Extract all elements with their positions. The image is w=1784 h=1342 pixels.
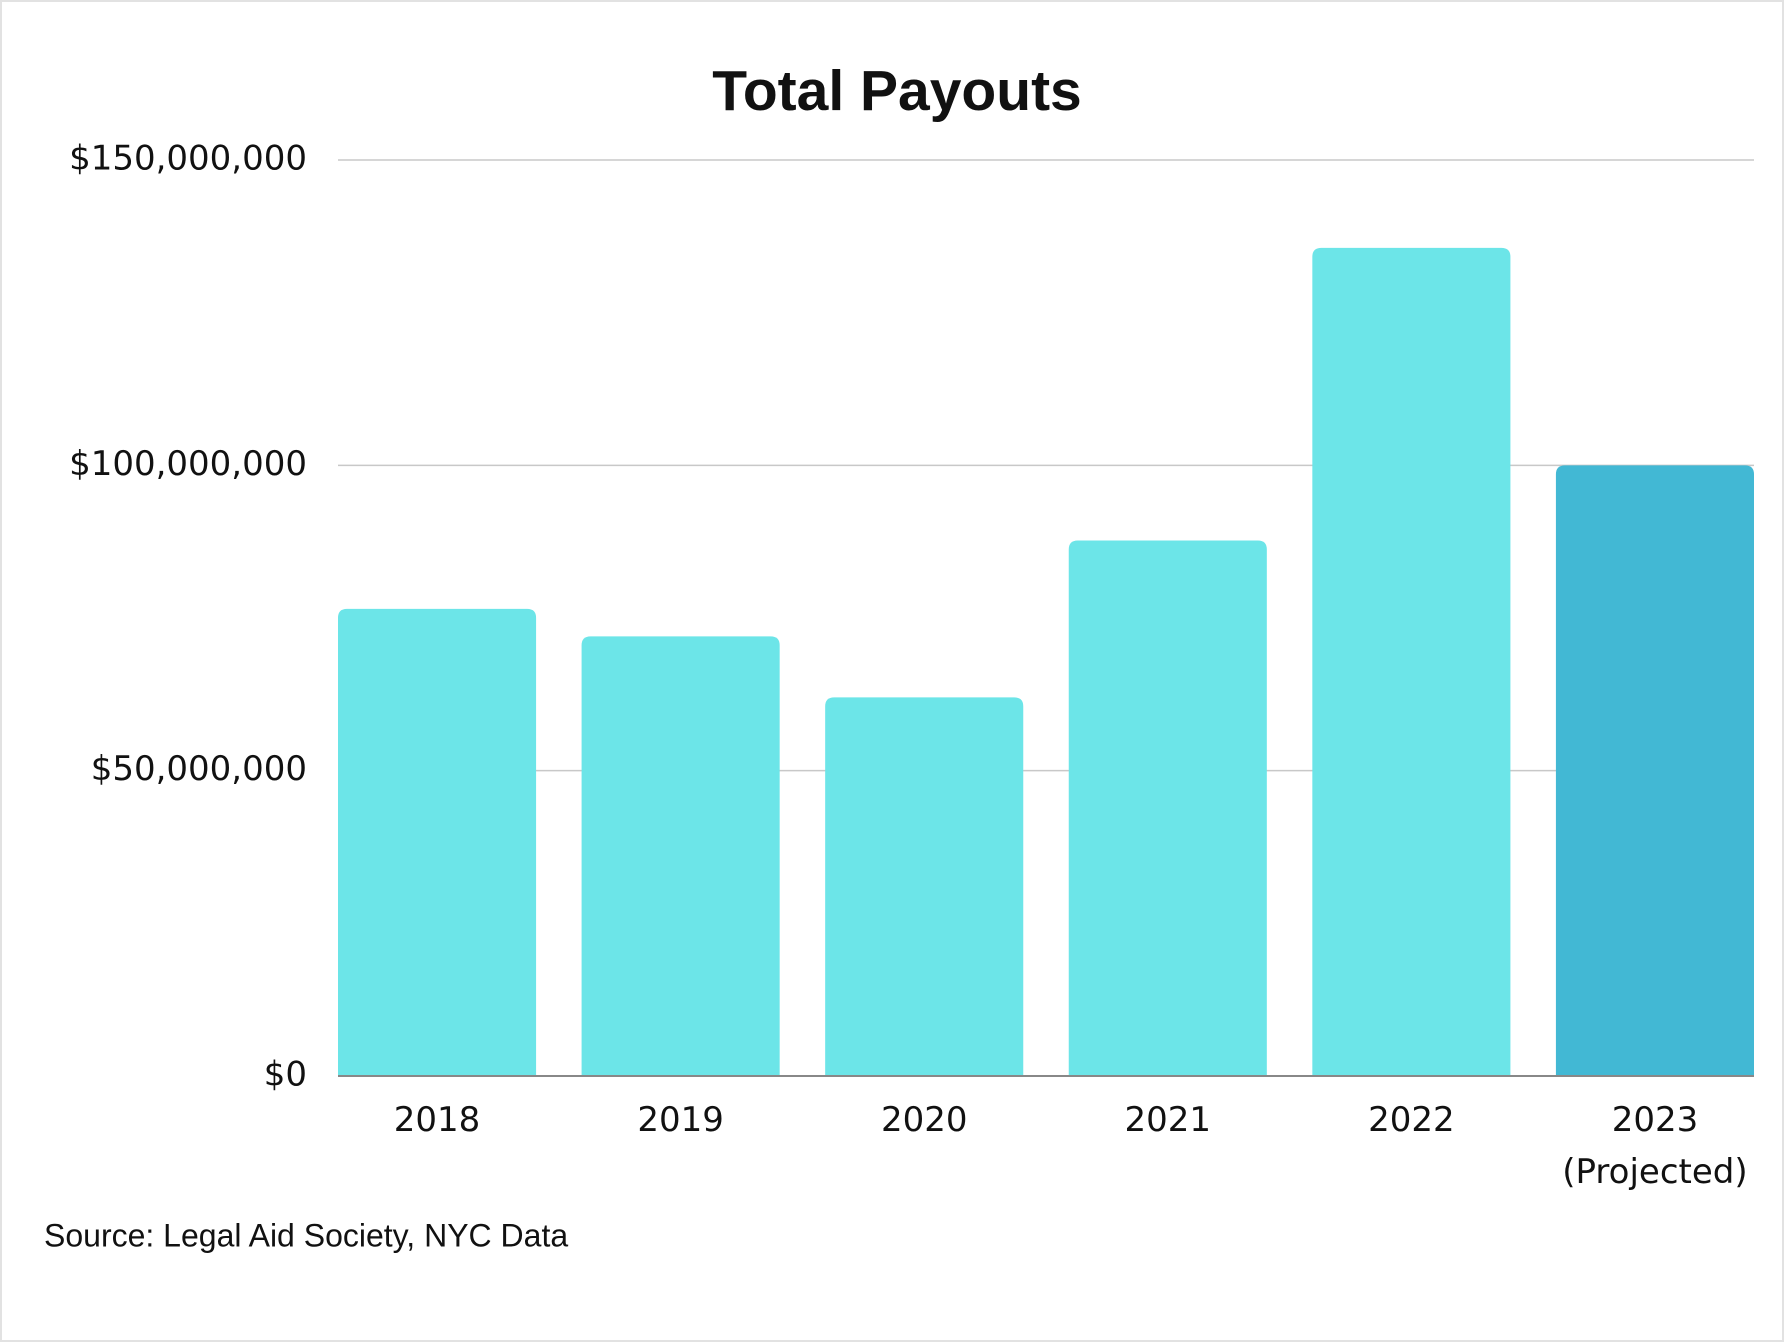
x-tick-label: 2019 xyxy=(637,1100,724,1140)
bar xyxy=(1555,465,1754,1076)
x-tick-label: 2022 xyxy=(1368,1100,1455,1140)
y-tick-label: $100,000,000 xyxy=(69,444,307,484)
x-tick-label: 2018 xyxy=(393,1100,481,1140)
bar xyxy=(1068,540,1267,1076)
bar xyxy=(338,608,537,1076)
x-tick-label: 2021 xyxy=(1124,1100,1212,1140)
y-tick-label: $50,000,000 xyxy=(91,749,307,789)
y-tick-label: $150,000,000 xyxy=(69,139,307,179)
source-note: Source: Legal Aid Society, NYC Data xyxy=(44,1217,568,1253)
x-tick-label: 2023 (Projected) xyxy=(1562,1100,1748,1192)
x-tick-label: 2020 xyxy=(880,1100,968,1140)
chart-title: Total Payouts xyxy=(712,59,1082,123)
bar xyxy=(1312,247,1511,1076)
bar xyxy=(581,636,780,1076)
bar xyxy=(825,697,1024,1076)
y-tick-label: $0 xyxy=(264,1055,307,1095)
